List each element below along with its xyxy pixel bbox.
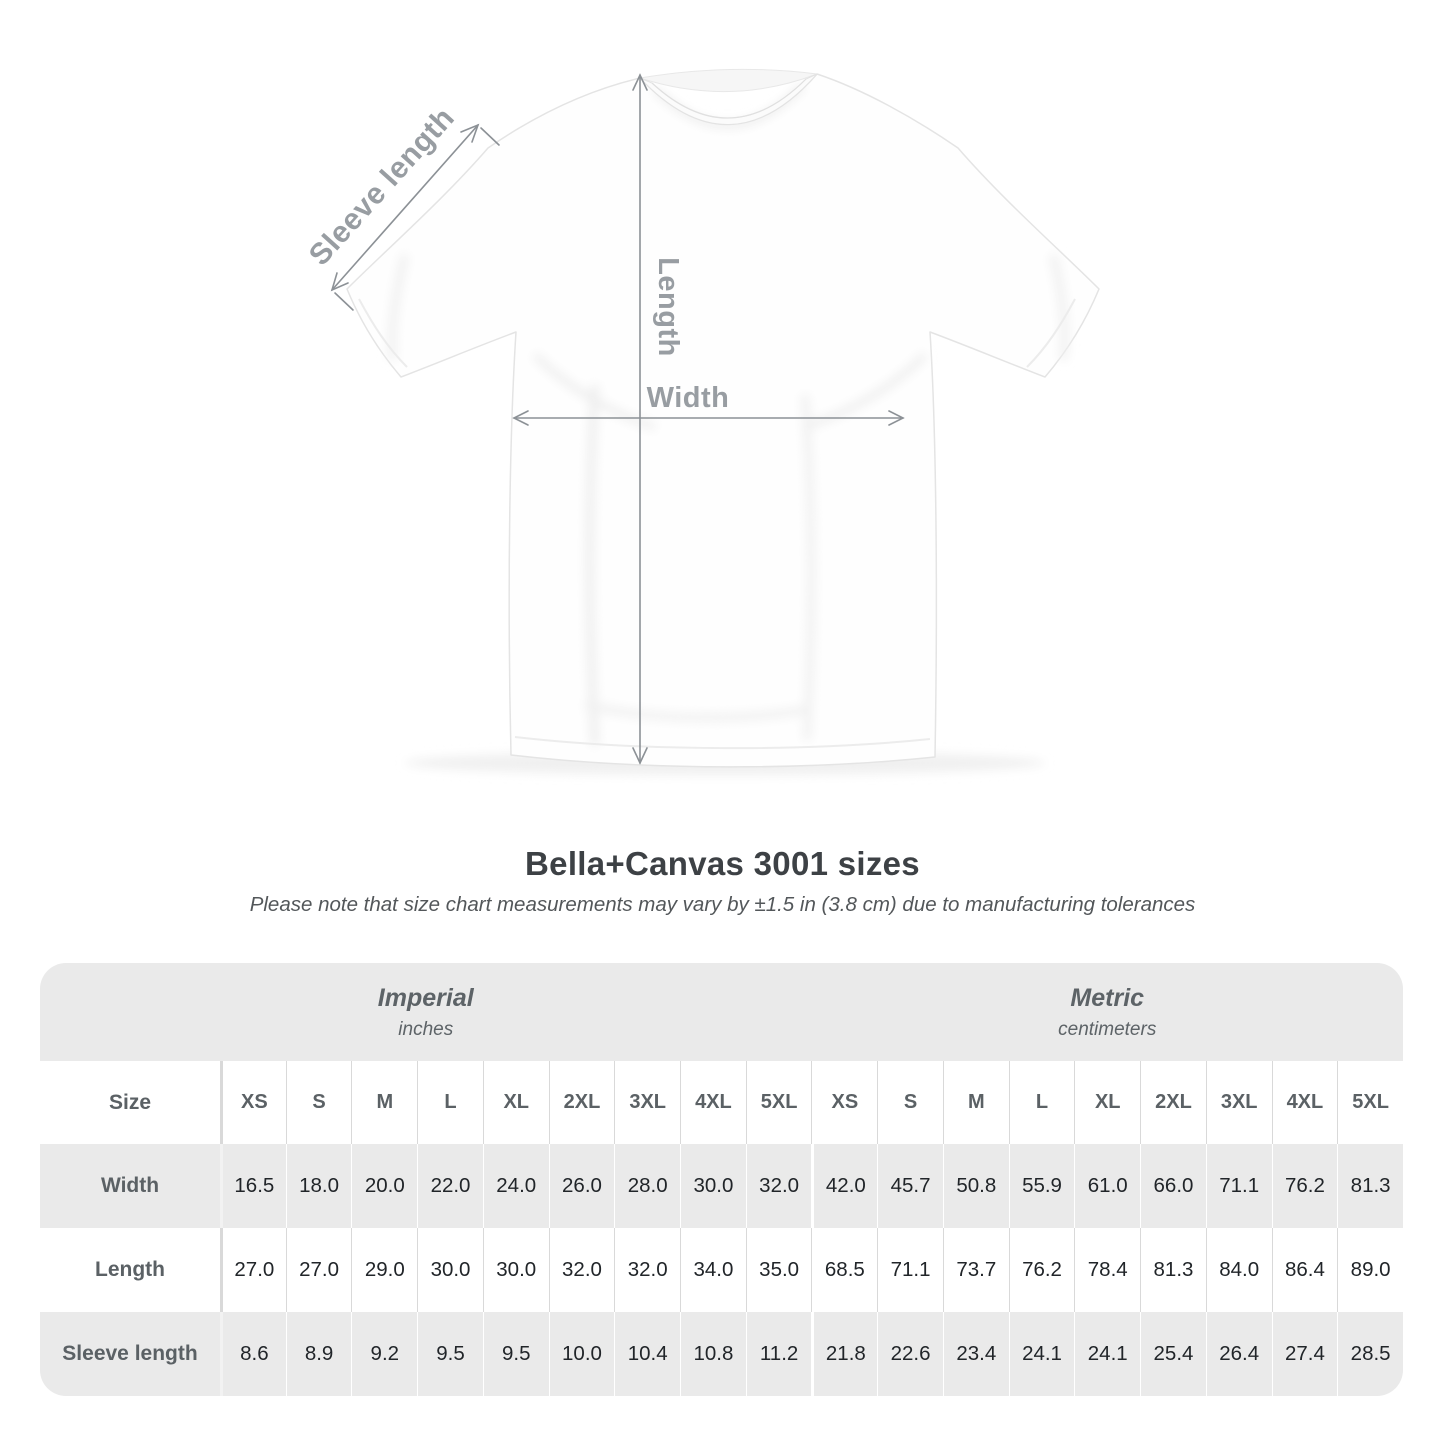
value-cell: 55.9 bbox=[1008, 1144, 1075, 1228]
row-label: Width bbox=[40, 1144, 220, 1228]
value-cell: 32.0 bbox=[745, 1144, 812, 1228]
collar-back bbox=[639, 68, 818, 92]
value-cell: 42.0 bbox=[811, 1144, 878, 1228]
value-cell: 9.2 bbox=[351, 1312, 418, 1396]
value-cell: 16.5 bbox=[220, 1144, 286, 1228]
value-cell: 11.2 bbox=[745, 1312, 812, 1396]
size-header-imperial-s: S bbox=[285, 1061, 352, 1144]
value-cell: 8.9 bbox=[285, 1312, 352, 1396]
row-label: Length bbox=[40, 1228, 220, 1312]
value-cell: 71.1 bbox=[1205, 1144, 1272, 1228]
size-header-imperial-m: M bbox=[351, 1061, 418, 1144]
value-cell: 34.0 bbox=[680, 1228, 746, 1312]
value-cell: 25.4 bbox=[1140, 1312, 1206, 1396]
value-cell: 22.0 bbox=[417, 1144, 483, 1228]
size-header-metric-m: M bbox=[942, 1061, 1009, 1144]
value-cell: 86.4 bbox=[1271, 1228, 1338, 1312]
imperial-section-header: Imperial inches bbox=[40, 963, 812, 1061]
value-cell: 27.0 bbox=[285, 1228, 352, 1312]
value-cell: 76.2 bbox=[1008, 1228, 1075, 1312]
value-cell: 35.0 bbox=[745, 1228, 812, 1312]
size-header-metric-2xl: 2XL bbox=[1140, 1061, 1206, 1144]
value-cell: 24.1 bbox=[1008, 1312, 1075, 1396]
value-cell: 73.7 bbox=[942, 1228, 1009, 1312]
value-cell: 20.0 bbox=[351, 1144, 418, 1228]
size-header-metric-xs: XS bbox=[811, 1061, 878, 1144]
size-table: Imperial inches Metric centimeters Size X… bbox=[40, 963, 1403, 1396]
value-cell: 10.8 bbox=[680, 1312, 746, 1396]
value-cell: 27.4 bbox=[1271, 1312, 1338, 1396]
metric-unit: centimeters bbox=[1058, 1018, 1157, 1040]
seam-lines bbox=[358, 298, 1076, 750]
value-cell: 24.1 bbox=[1074, 1312, 1141, 1396]
value-cell: 18.0 bbox=[285, 1144, 352, 1228]
size-header-metric-5xl: 5XL bbox=[1337, 1061, 1403, 1144]
width-arrow bbox=[512, 410, 905, 426]
value-cell: 9.5 bbox=[482, 1312, 549, 1396]
length-arrow bbox=[632, 73, 648, 765]
size-header-imperial-3xl: 3XL bbox=[614, 1061, 681, 1144]
page-title: Bella+Canvas 3001 sizes bbox=[525, 845, 920, 882]
size-header-imperial-5xl: 5XL bbox=[745, 1061, 812, 1144]
row-label: Sleeve length bbox=[40, 1312, 220, 1396]
size-header-metric-xl: XL bbox=[1074, 1061, 1141, 1144]
size-header-metric-l: L bbox=[1008, 1061, 1075, 1144]
value-cell: 32.0 bbox=[548, 1228, 615, 1312]
value-cell: 81.3 bbox=[1337, 1144, 1403, 1228]
collar-inner-edge bbox=[651, 78, 807, 119]
size-header-metric-3xl: 3XL bbox=[1205, 1061, 1272, 1144]
value-cell: 76.2 bbox=[1271, 1144, 1338, 1228]
value-cell: 30.0 bbox=[417, 1228, 483, 1312]
value-cell: 89.0 bbox=[1337, 1228, 1403, 1312]
value-cell: 71.1 bbox=[877, 1228, 943, 1312]
metric-section-header: Metric centimeters bbox=[811, 963, 1403, 1061]
value-cell: 61.0 bbox=[1074, 1144, 1141, 1228]
width-label: Width bbox=[647, 382, 730, 414]
value-cell: 23.4 bbox=[942, 1312, 1009, 1396]
size-header-imperial-xl: XL bbox=[482, 1061, 549, 1144]
fabric-folds bbox=[388, 82, 1069, 746]
size-header-imperial-2xl: 2XL bbox=[548, 1061, 615, 1144]
tshirt-measurement-diagram: Sleeve length Length Width bbox=[303, 68, 1100, 775]
value-cell: 28.0 bbox=[614, 1144, 681, 1228]
value-cell: 29.0 bbox=[351, 1228, 418, 1312]
size-header-metric-4xl: 4XL bbox=[1271, 1061, 1338, 1144]
value-cell: 21.8 bbox=[811, 1312, 878, 1396]
value-cell: 30.0 bbox=[482, 1228, 549, 1312]
value-cell: 50.8 bbox=[942, 1144, 1009, 1228]
value-cell: 22.6 bbox=[877, 1312, 943, 1396]
value-cell: 9.5 bbox=[417, 1312, 483, 1396]
value-cell: 10.0 bbox=[548, 1312, 615, 1396]
value-cell: 24.0 bbox=[482, 1144, 549, 1228]
value-cell: 81.3 bbox=[1140, 1228, 1206, 1312]
size-header-imperial-4xl: 4XL bbox=[680, 1061, 746, 1144]
metric-label: Metric bbox=[1070, 983, 1145, 1012]
value-cell: 32.0 bbox=[614, 1228, 681, 1312]
length-label: Length bbox=[652, 257, 684, 357]
value-cell: 26.4 bbox=[1205, 1312, 1272, 1396]
value-cell: 30.0 bbox=[680, 1144, 746, 1228]
value-cell: 68.5 bbox=[811, 1228, 878, 1312]
tshirt-body bbox=[346, 73, 1100, 768]
value-cell: 10.4 bbox=[614, 1312, 681, 1396]
value-cell: 66.0 bbox=[1140, 1144, 1206, 1228]
size-header-metric-s: S bbox=[877, 1061, 943, 1144]
size-column-header: Size bbox=[40, 1061, 220, 1144]
value-cell: 78.4 bbox=[1074, 1228, 1141, 1312]
value-cell: 8.6 bbox=[220, 1312, 286, 1396]
imperial-label: Imperial bbox=[377, 983, 474, 1012]
imperial-unit: inches bbox=[398, 1018, 454, 1040]
value-cell: 27.0 bbox=[220, 1228, 286, 1312]
value-cell: 28.5 bbox=[1337, 1312, 1403, 1396]
value-cell: 45.7 bbox=[877, 1144, 943, 1228]
sleeve-length-arrow bbox=[330, 123, 500, 311]
tolerance-note: Please note that size chart measurements… bbox=[249, 893, 1196, 916]
size-header-imperial-l: L bbox=[417, 1061, 483, 1144]
value-cell: 84.0 bbox=[1205, 1228, 1272, 1312]
size-header-imperial-xs: XS bbox=[220, 1061, 286, 1144]
value-cell: 26.0 bbox=[548, 1144, 615, 1228]
